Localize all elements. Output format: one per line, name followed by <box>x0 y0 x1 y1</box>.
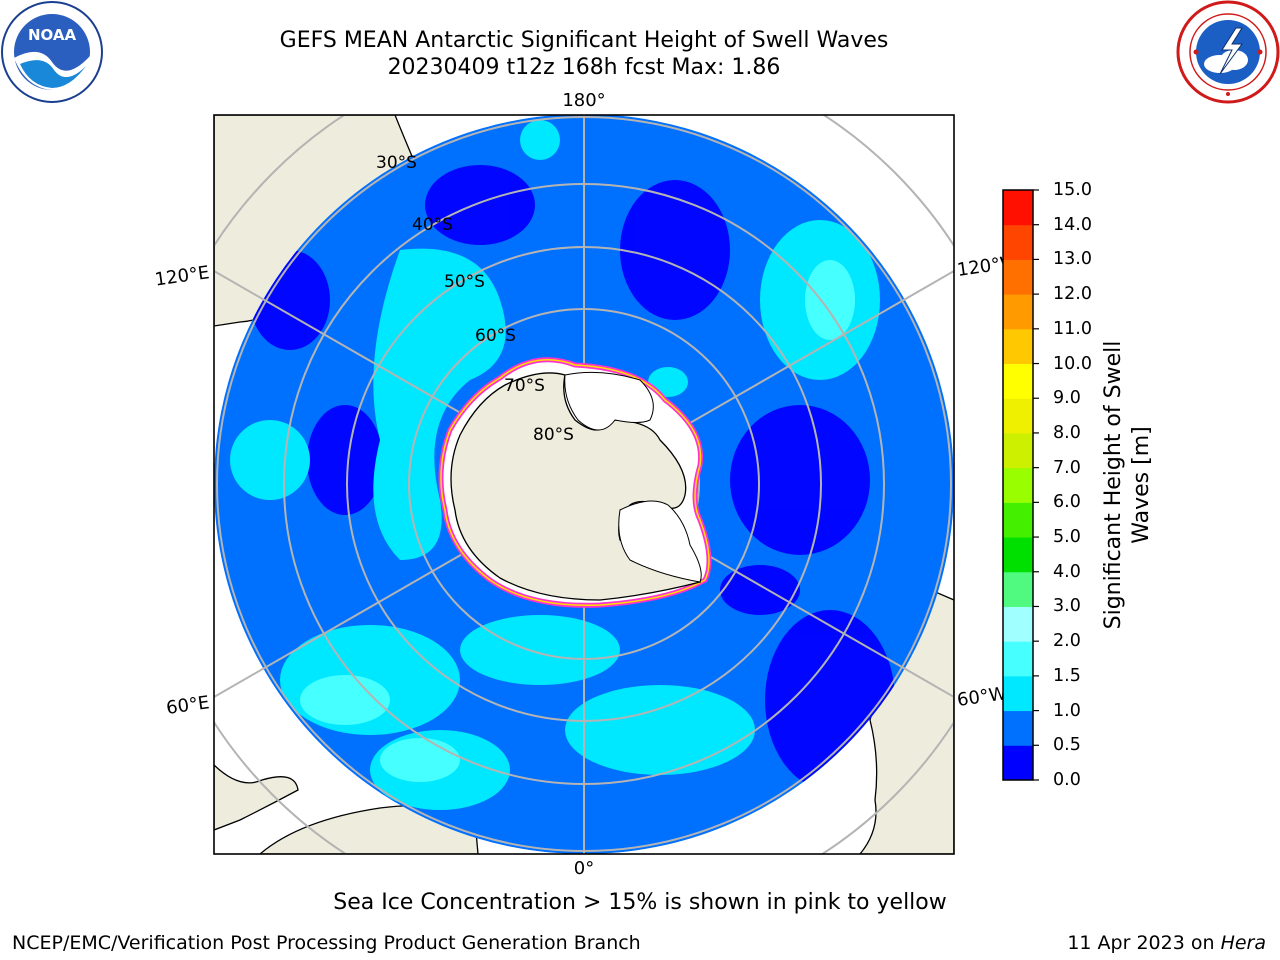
date-text: 11 Apr 2023 on <box>1067 932 1215 954</box>
lat-label-40s: 40°S <box>412 215 453 235</box>
colorbar-segment <box>1003 259 1033 295</box>
colorbar-segment <box>1003 363 1033 399</box>
colorbar-tick-label: 4.0 <box>1053 561 1081 582</box>
lat-label-60s: 60°S <box>475 326 516 346</box>
colorbar-segment <box>1003 537 1033 573</box>
colorbar-segment <box>1003 641 1033 677</box>
lat-label-80s: 80°S <box>533 425 574 445</box>
colorbar-segment <box>1003 294 1033 330</box>
colorbar-tick-label: 10.0 <box>1053 353 1092 374</box>
colorbar-tick-label: 0.5 <box>1053 735 1081 756</box>
colorbar-segment <box>1003 606 1033 642</box>
colorbar-segment <box>1003 745 1033 781</box>
lat-label-30s: 30°S <box>376 153 417 173</box>
colorbar-segment <box>1003 398 1033 434</box>
colorbar-tick-label: 15.0 <box>1053 180 1092 200</box>
lon-label-120e: 120°E <box>154 262 211 290</box>
colorbar-label-line1: Significant Height of Swell <box>1101 340 1126 630</box>
lon-label-0: 0° <box>574 858 594 879</box>
colorbar-label-line2: Waves [m] <box>1129 426 1154 544</box>
noaa-logo-icon: NOAA <box>1 1 103 103</box>
colorbar-segment <box>1003 467 1033 503</box>
colorbar-tick-label: 1.0 <box>1053 700 1081 721</box>
sea-ice-note: Sea Ice Concentration > 15% is shown in … <box>333 890 947 915</box>
lon-label-180: 180° <box>562 90 605 111</box>
colorbar-segment <box>1003 710 1033 746</box>
colorbar-tick-label: 0.0 <box>1053 770 1081 790</box>
lat-label-50s: 50°S <box>444 272 485 292</box>
ronne-ice-shelf <box>618 500 702 583</box>
colorbar-tick-label: 3.0 <box>1053 596 1081 617</box>
colorbar-segment <box>1003 432 1033 469</box>
nws-logo-icon <box>1176 0 1280 104</box>
colorbar-tick-label: 5.0 <box>1053 527 1081 548</box>
latitude-labels: 30°S 40°S 50°S 60°S 70°S 80°S <box>376 153 574 445</box>
lat-label-70s: 70°S <box>504 376 545 396</box>
colorbar-segment <box>1003 675 1033 712</box>
noaa-logo-text: NOAA <box>28 26 77 44</box>
lon-label-60e: 60°E <box>165 692 211 719</box>
colorbar-segment <box>1003 224 1033 260</box>
colorbar-tick-label: 6.0 <box>1053 492 1081 513</box>
colorbar-tick-label: 9.0 <box>1053 388 1081 409</box>
colorbar-tick-label: 12.0 <box>1053 284 1092 305</box>
colorbar-label: Significant Height of Swell Waves [m] <box>1100 305 1156 665</box>
colorbar-tick-label: 1.5 <box>1053 665 1081 686</box>
date-stamp: 11 Apr 2023 on Hera <box>1067 932 1266 954</box>
colorbar-segment <box>1003 571 1033 607</box>
colorbar-segment <box>1003 502 1033 538</box>
map-frame <box>213 114 955 855</box>
madagascar <box>214 764 299 831</box>
colorbar-tick-label: 11.0 <box>1053 318 1092 339</box>
colorbar-frame <box>1002 189 1034 781</box>
lon-label-60w: 60°W <box>956 683 1008 711</box>
colorbar-tick-label: 13.0 <box>1053 249 1092 270</box>
ross-ice-shelf <box>564 371 654 431</box>
colorbar <box>1002 189 1039 781</box>
colorbar-tick-label: 2.0 <box>1053 631 1081 652</box>
machine-name: Hera <box>1220 932 1266 954</box>
chart-subtitle: 20230409 t12z 168h fcst Max: 1.86 <box>387 55 781 80</box>
chart-title: GEFS MEAN Antarctic Significant Height o… <box>279 28 889 53</box>
colorbar-tick-label: 8.0 <box>1053 422 1081 443</box>
swell-low-0-0.5 <box>250 165 895 790</box>
colorbar-tick-label: 14.0 <box>1053 214 1092 235</box>
credit-text: NCEP/EMC/Verification Post Processing Pr… <box>12 932 641 954</box>
swell-high-1.5-2.0 <box>300 260 855 782</box>
colorbar-segment <box>1003 190 1033 226</box>
colorbar-tick-label: 7.0 <box>1053 457 1081 478</box>
colorbar-segment <box>1003 328 1033 365</box>
